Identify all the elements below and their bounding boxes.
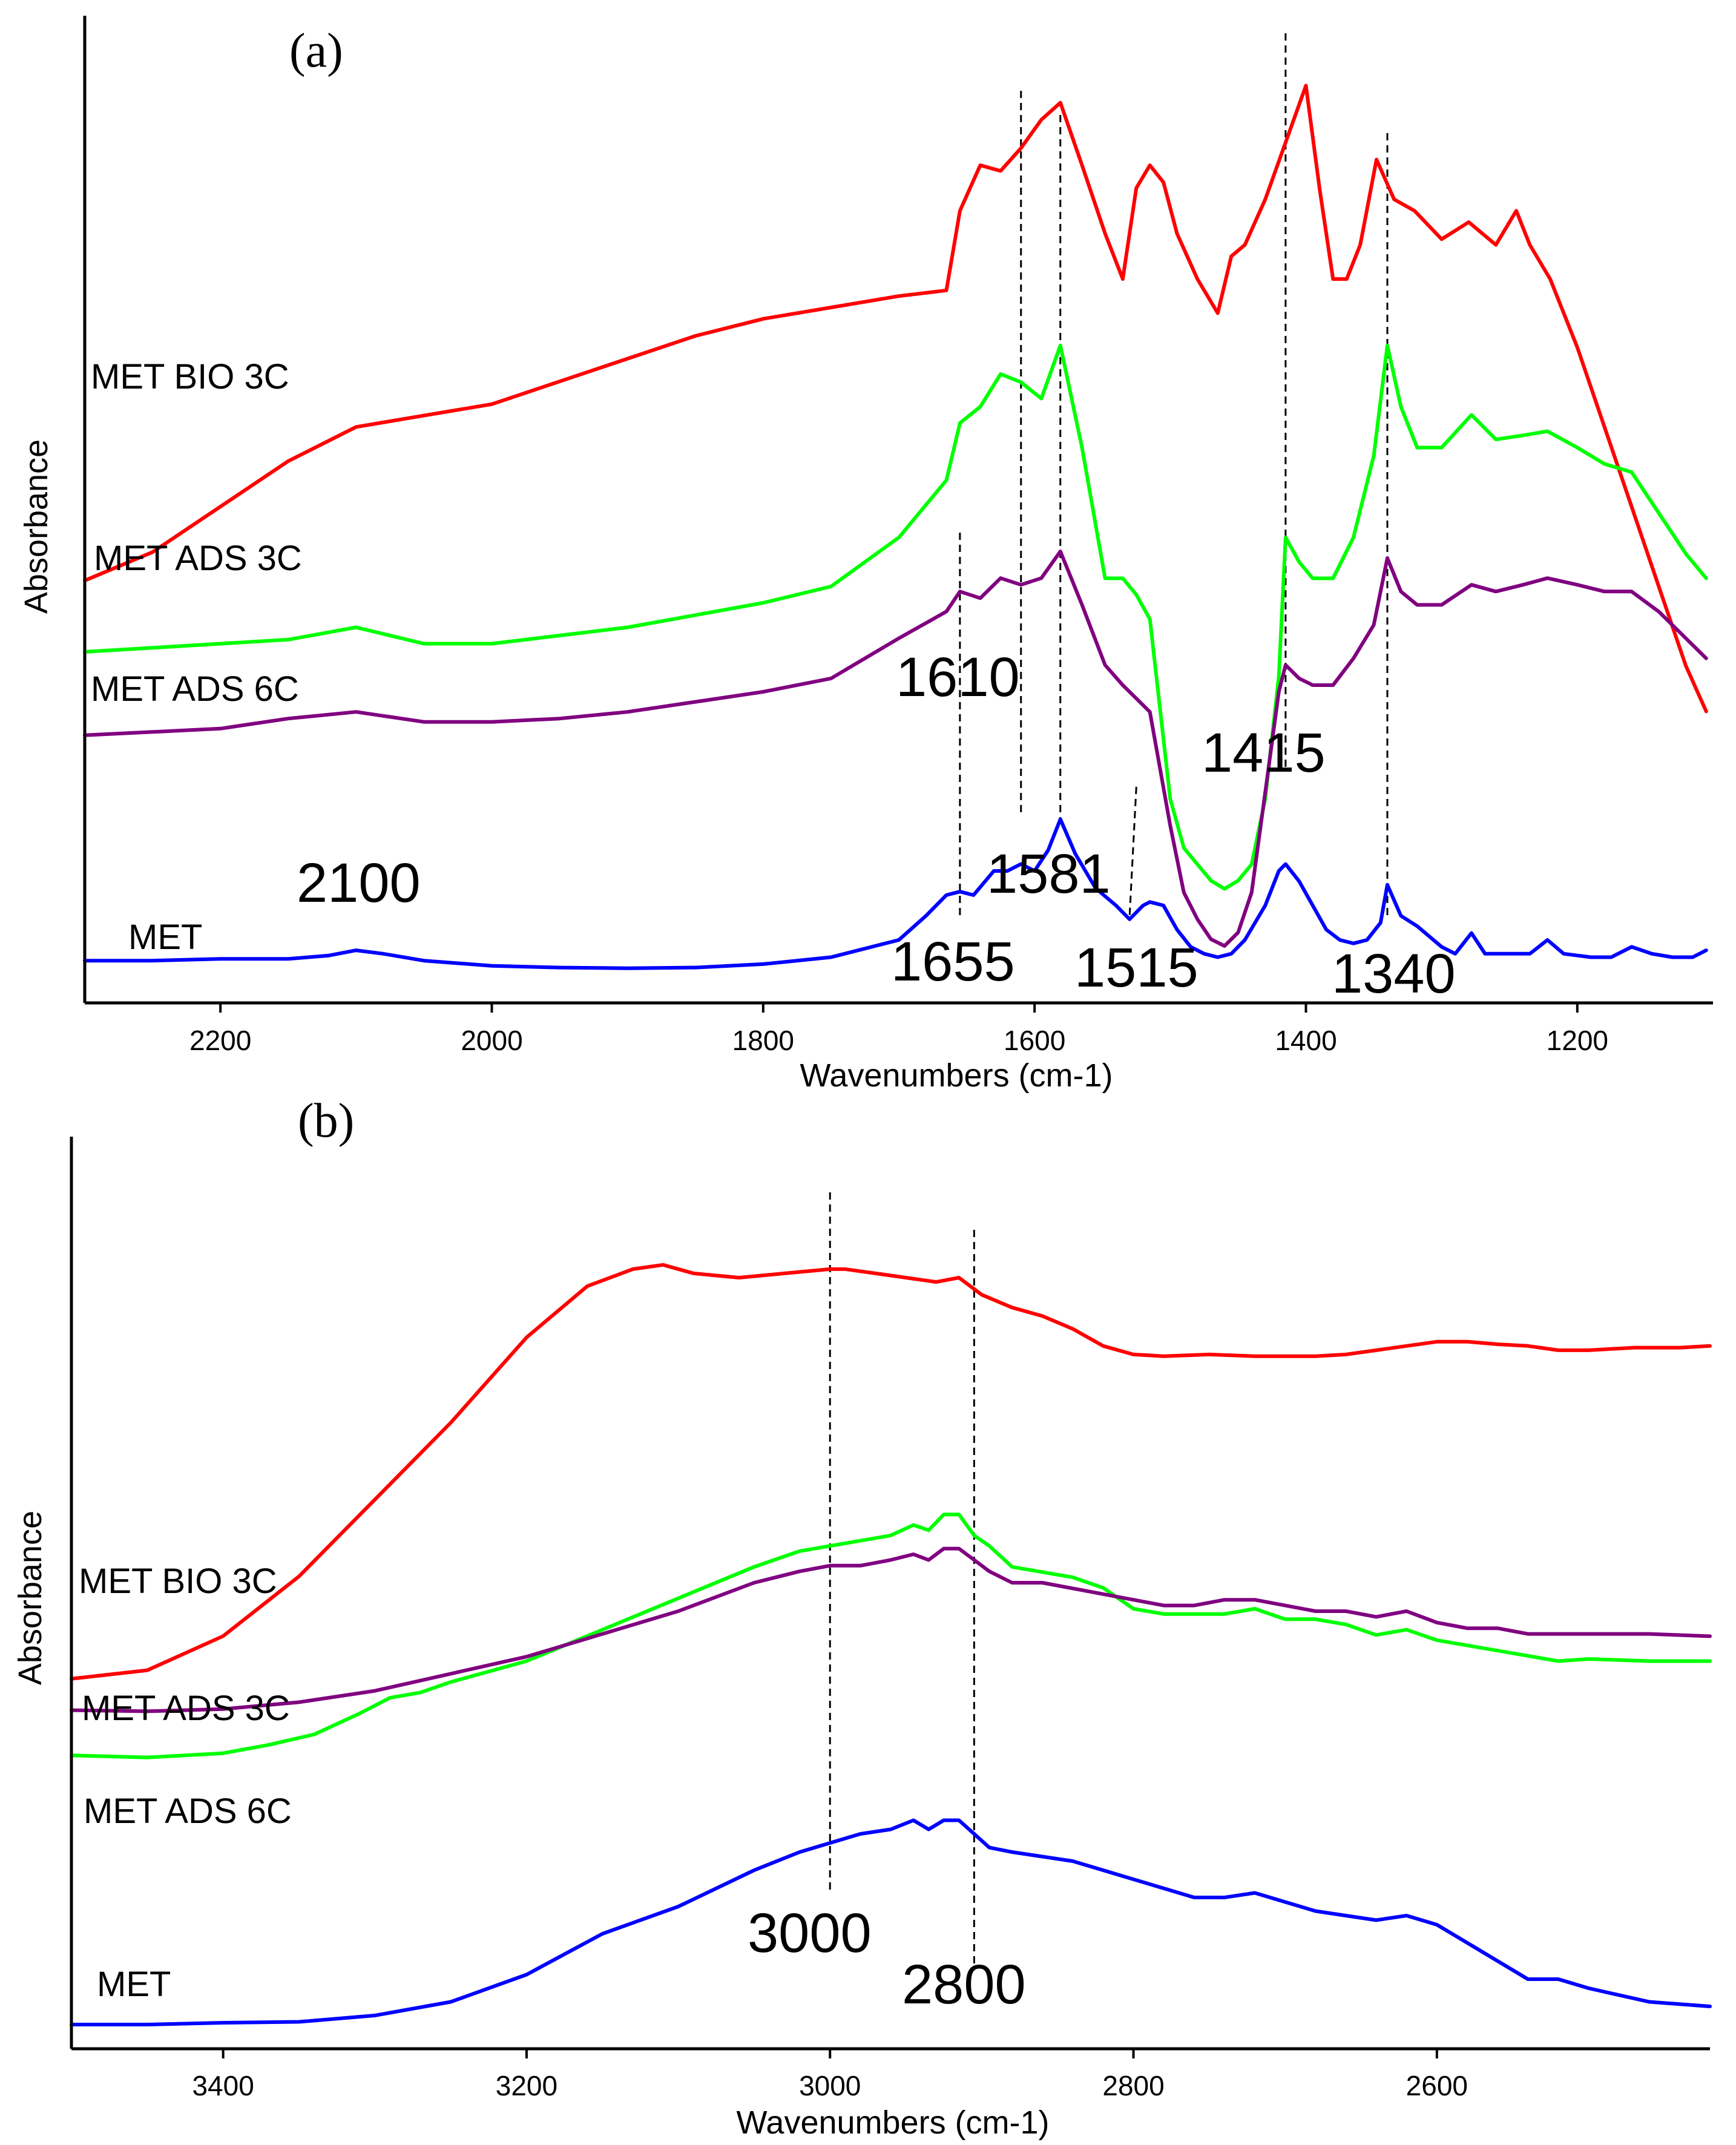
panel-b-label: (b) <box>298 1094 354 1148</box>
panel-b-x-ticks: 3400 3200 3000 2800 2600 <box>192 2049 1468 2101</box>
peak-label-1581: 1581 <box>987 843 1111 905</box>
panel-a-y-axis-title: Absorbance <box>18 439 54 614</box>
peak-label-1415: 1415 <box>1202 722 1326 784</box>
panel-b-tick-label-2800: 2800 <box>1102 2070 1164 2101</box>
panel-a: (a) 2200 2000 1800 1600 1400 1200 Wavenumbers… <box>18 16 1713 1094</box>
panel-a-tick-label-1400: 1400 <box>1275 1025 1337 1056</box>
peak-label-2100: 2100 <box>297 852 421 914</box>
panel-a-series-met-ads-6c <box>83 550 1708 948</box>
panel-a-series-met-ads-3c <box>83 343 1708 891</box>
panel-b-tick-label-2600: 2600 <box>1406 2070 1468 2101</box>
panel-b-series-met-ads-6c <box>70 1546 1712 1713</box>
panel-b-tick-label-3000: 3000 <box>799 2070 861 2101</box>
panel-b: (b) 3400 3200 3000 2800 2600 Wavenumbers (cm… <box>12 1094 1712 2141</box>
panel-a-label-met-ads-6c: MET ADS 6C <box>91 669 299 709</box>
panel-b-label-met-bio-3c: MET BIO 3C <box>79 1562 277 1601</box>
panel-a-guide-line-1515 <box>1128 786 1137 918</box>
panel-b-guide-lines <box>829 1192 975 1968</box>
panel-b-y-axis-title: Absorbance <box>12 1511 48 1685</box>
panel-a-tick-label-2000: 2000 <box>461 1025 522 1056</box>
panel-a-x-axis-title: Wavenumbers (cm-1) <box>800 1057 1113 1094</box>
panel-a-tick-label-1200: 1200 <box>1547 1025 1608 1056</box>
panel-a-x-ticks: 2200 2000 1800 1600 1400 1200 <box>189 1003 1608 1056</box>
peak-label-1340: 1340 <box>1332 943 1456 1005</box>
peak-label-1655: 1655 <box>891 931 1015 993</box>
panel-b-x-axis-title: Wavenumbers (cm-1) <box>736 2104 1049 2141</box>
panel-a-label-met-ads-3c: MET ADS 3C <box>94 539 302 578</box>
panel-a-series-met <box>83 817 1708 970</box>
panel-a-curves <box>83 84 1708 970</box>
panel-b-curves <box>70 1263 1712 2026</box>
panel-b-series-met <box>70 1818 1712 2026</box>
panel-a-series-met-bio-3c <box>83 84 1708 714</box>
panel-a-guide-lines <box>959 33 1389 920</box>
panel-b-tick-label-3200: 3200 <box>496 2070 557 2101</box>
panel-a-tick-label-1600: 1600 <box>1004 1025 1065 1056</box>
panel-a-tick-label-1800: 1800 <box>732 1025 794 1056</box>
peak-label-1515: 1515 <box>1074 937 1198 999</box>
peak-label-1610: 1610 <box>896 646 1020 708</box>
panel-b-label-met: MET <box>97 1965 171 2004</box>
peak-label-3000: 3000 <box>748 1902 872 1964</box>
panel-b-label-met-ads-3c: MET ADS 3C <box>82 1689 290 1728</box>
panel-a-label-met-bio-3c: MET BIO 3C <box>91 357 289 396</box>
panel-a-tick-label-2200: 2200 <box>189 1025 251 1056</box>
panel-b-series-met-bio-3c <box>70 1263 1712 1681</box>
panel-a-label: (a) <box>289 24 343 77</box>
panel-b-label-met-ads-6c: MET ADS 6C <box>84 1792 292 1831</box>
panel-a-label-met: MET <box>128 918 202 957</box>
panel-b-tick-label-3400: 3400 <box>192 2070 254 2101</box>
peak-label-2800: 2800 <box>902 1954 1026 2015</box>
panel-b-series-met-ads-3c <box>70 1513 1712 1759</box>
